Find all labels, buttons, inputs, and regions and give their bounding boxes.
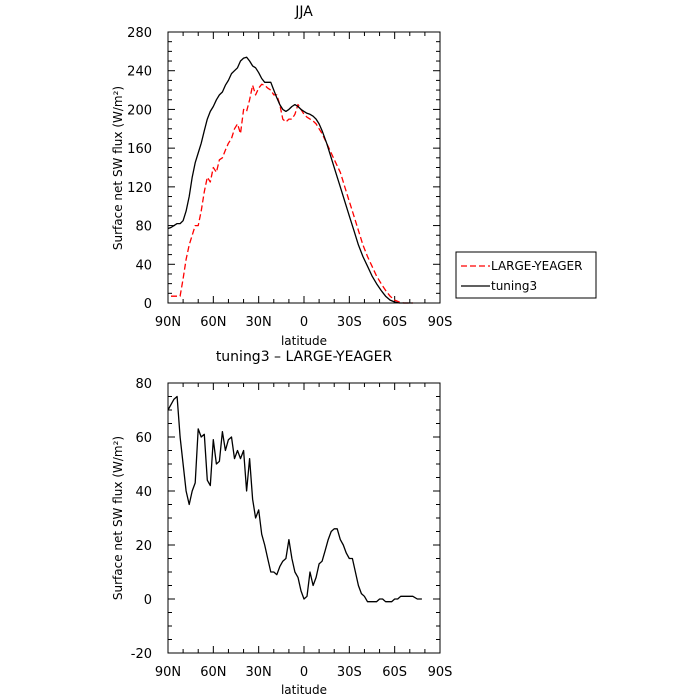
y-tick-label: 20 <box>135 539 152 554</box>
y-tick-label: 280 <box>127 26 152 41</box>
y-tick-label: 120 <box>127 181 152 196</box>
y-tick-label: 0 <box>144 593 152 608</box>
legend: LARGE-YEAGER tuning3 <box>455 251 597 299</box>
x-tick-label: 60N <box>200 315 226 330</box>
y-axis-label: Surface net SW flux (W/m²) <box>111 86 125 250</box>
chart-title: tuning3 – LARGE-YEAGER <box>216 349 393 365</box>
y-tick-label: 160 <box>127 142 152 157</box>
x-tick-label: 90N <box>155 665 181 680</box>
y-tick-label: 80 <box>135 220 152 235</box>
x-axis-label: latitude <box>281 334 327 348</box>
y-axis-label: Surface net SW flux (W/m²) <box>111 436 125 600</box>
x-tick-label: 60N <box>200 665 226 680</box>
y-tick-label: 0 <box>144 297 152 312</box>
plot-frame <box>167 31 441 304</box>
x-axis-label: latitude <box>281 683 327 697</box>
panel-jja: JJA 90N 60N 30N 0 30S 60S 90S 0 40 80 120 160 200 24… <box>111 4 452 348</box>
y-tick-label: 40 <box>135 485 152 500</box>
y-tick-label: 200 <box>127 103 152 118</box>
x-tick-label: 90N <box>155 315 181 330</box>
x-tick-label: 0 <box>300 665 308 680</box>
series-line-large-yeager <box>171 83 413 304</box>
x-tick-label: 30S <box>337 665 362 680</box>
legend-label-large-yeager: LARGE-YEAGER <box>491 259 582 273</box>
x-tick-label: 30S <box>337 315 362 330</box>
plot-frame <box>167 382 441 654</box>
x-tick-label: 0 <box>300 315 308 330</box>
y-tick-label: 40 <box>135 258 152 273</box>
x-tick-label: 90S <box>428 315 453 330</box>
series-line-tuning3-large-yeager <box>167 395 422 603</box>
y-tick-label: 80 <box>135 377 152 392</box>
x-tick-label: 90S <box>428 665 453 680</box>
legend-label-tuning3: tuning3 <box>491 279 537 293</box>
y-tick-label: 240 <box>127 65 152 80</box>
legend-box <box>455 251 597 299</box>
chart-title: JJA <box>294 4 313 20</box>
y-tick-label: 60 <box>135 431 152 446</box>
x-tick-label: 60S <box>382 315 407 330</box>
x-tick-label: 30N <box>246 665 272 680</box>
series-line-tuning3 <box>167 56 413 304</box>
x-tick-label: 30N <box>246 315 272 330</box>
x-tick-label: 60S <box>382 665 407 680</box>
y-tick-label: -20 <box>131 647 152 662</box>
panel-difference: tuning3 – LARGE-YEAGER 90N 60N 30N 0 30S 60S 9… <box>111 349 452 697</box>
